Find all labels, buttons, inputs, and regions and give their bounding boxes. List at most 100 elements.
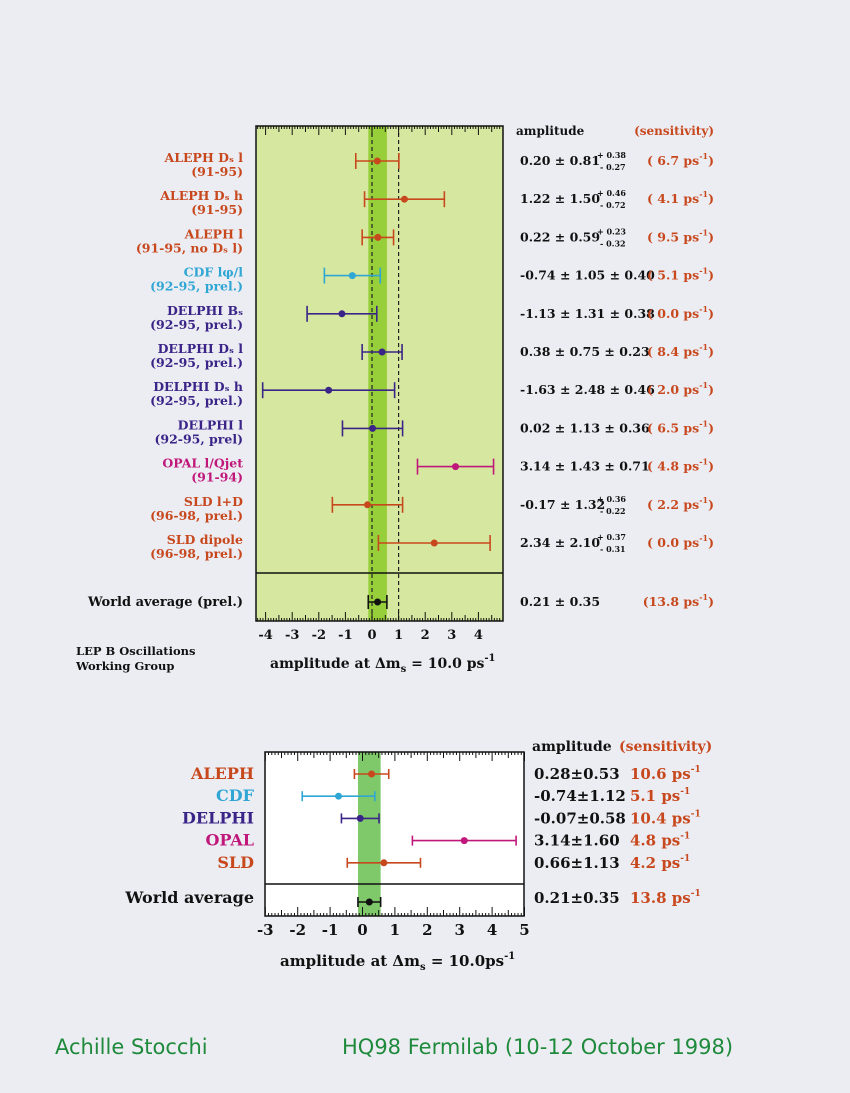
chart1-row-sublabel: (92-95, prel): [154, 431, 243, 446]
chart2-tick-label: -3: [257, 921, 274, 939]
chart1-row-sublabel: (92-95, prel.): [150, 393, 243, 408]
chart2-plot-area: [265, 752, 524, 916]
chart1-row-label: OPAL l/Qjet: [162, 456, 243, 471]
chart2-tick-label: 1: [390, 921, 400, 939]
chart1-row-label: SLD dipole: [167, 532, 243, 547]
chart2-row-0: [353, 769, 390, 779]
chart1-row-label: DELPHI Dₛ h: [153, 379, 243, 394]
chart1-row-sensitivity: ( 0.0 ps-1): [647, 304, 714, 321]
chart1-tick-label: 0: [367, 628, 376, 643]
chart1-row-amplitude: 1.22 ± 1.50: [520, 191, 600, 206]
chart1-x-axis-label: amplitude at Δms = 10.0 ps-1: [270, 653, 496, 675]
chart1-row-label: DELPHI l: [178, 417, 244, 432]
chart1-row-sensitivity: ( 4.1 ps-1): [647, 189, 714, 206]
chart1-row-5-point: [378, 348, 386, 356]
chart1-row-sensitivity: ( 2.0 ps-1): [647, 380, 714, 397]
chart1-row-amplitude: 0.38 ± 0.75 ± 0.23: [520, 344, 650, 359]
chart1-tick-label: 2: [421, 628, 430, 643]
chart2-row-amplitude: -0.07±0.58: [534, 809, 626, 827]
upper-amplitude-chart: -4 -3 -2 -1 0 1 2 3 4 amplitude (sensitivity) ALEPH…: [75, 124, 714, 675]
chart1-row-label: SLD l+D: [184, 494, 243, 509]
chart1-row-7-point: [369, 424, 377, 432]
chart1-row-sublabel: (96-98, prel.): [150, 508, 243, 523]
chart1-row-sublabel: (91-95): [191, 164, 243, 179]
chart2-header-sensitivity: (sensitivity): [619, 739, 712, 755]
chart2-row-2: [340, 813, 380, 824]
chart2-row-sensitivity: 10.4 ps-1: [630, 809, 701, 827]
chart1-row-4-point: [338, 310, 346, 318]
chart1-ticks: [257, 126, 501, 621]
chart1-row-6-point: [325, 386, 333, 394]
chart1-row-sensitivity: ( 2.2 ps-1): [647, 495, 714, 512]
chart2-tick-label: -2: [289, 921, 306, 939]
chart1-row-sensitivity: ( 6.7 ps-1): [647, 151, 714, 168]
chart1-row-6: [261, 382, 396, 399]
chart2-row-amplitude: 3.14±1.60: [534, 832, 620, 850]
chart2-row-2-point: [356, 814, 364, 822]
chart2-ticks: [264, 752, 525, 916]
chart1-average-label: World average (prel.): [87, 595, 243, 610]
chart2-row-label: SLD: [217, 853, 254, 872]
chart1-row-4: [306, 305, 378, 322]
chart2-average-point: [365, 898, 373, 906]
chart1-row-3: [323, 267, 382, 284]
chart2-x-axis-label: amplitude at Δms = 10.0ps-1: [280, 951, 515, 973]
chart1-tick-label: 4: [474, 628, 483, 643]
chart1-average-point: [374, 598, 382, 606]
chart1-row-amplitude: 0.20 ± 0.81: [520, 153, 600, 168]
chart1-row-5: [361, 344, 403, 360]
chart2-average-amplitude: 0.21±0.35: [534, 889, 620, 907]
chart1-row-amplitude: -0.17 ± 1.32: [520, 497, 605, 512]
chart1-tick-label: -2: [312, 628, 326, 643]
chart2-average-label: World average: [124, 888, 254, 907]
chart1-row-syst-down: - 0.72: [600, 200, 626, 210]
chart1-row-sublabel: (92-95, prel.): [150, 355, 243, 370]
chart1-row-sublabel: (92-95, prel.): [150, 317, 243, 332]
chart2-row-label: OPAL: [206, 831, 254, 850]
chart2-row-sensitivity: 4.2 ps-1: [630, 854, 690, 872]
chart1-row-2-point: [374, 233, 382, 241]
chart1-tick-label: 1: [394, 628, 403, 643]
chart2-row-4: [346, 857, 422, 868]
chart1-row-syst-up: + 0.46: [597, 188, 626, 198]
chart1-row-0: [354, 153, 400, 169]
chart1-row-amplitude: -1.13 ± 1.31 ± 0.38: [520, 306, 655, 321]
chart2-row-amplitude: 0.66±1.13: [534, 854, 620, 872]
chart1-row-syst-down: - 0.27: [600, 162, 626, 172]
chart1-row-8-point: [452, 463, 460, 471]
chart2-tick-label: 4: [487, 921, 497, 939]
chart2-row-label: CDF: [216, 786, 255, 805]
chart1-row-amplitude: 0.02 ± 1.13 ± 0.36: [520, 420, 650, 435]
chart1-row-2: [361, 229, 395, 246]
chart1-row-9: [331, 496, 404, 513]
chart1-row-1-point: [400, 195, 408, 203]
chart1-row-sensitivity: ( 5.1 ps-1): [647, 266, 714, 283]
chart1-row-amplitude: -1.63 ± 2.48 ± 0.46: [520, 382, 655, 397]
chart1-header-amplitude: amplitude: [516, 124, 585, 138]
chart1-row-label: DELPHI Dₛ l: [158, 341, 244, 356]
chart2-row-1: [301, 791, 376, 802]
chart2-row-label: ALEPH: [190, 764, 254, 783]
chart1-row-sensitivity: ( 4.8 ps-1): [647, 457, 714, 474]
chart1-average-amplitude: 0.21 ± 0.35: [520, 594, 600, 609]
chart2-tick-label: 2: [422, 921, 432, 939]
chart1-row-label: DELPHI Bₛ: [167, 303, 243, 318]
chart1-row-syst-up: + 0.37: [597, 532, 626, 542]
chart1-row-label: ALEPH Dₛ l: [164, 150, 244, 165]
chart1-row-sublabel: (91-94): [191, 470, 243, 485]
chart1-row-syst-down: - 0.22: [600, 506, 626, 516]
chart1-row-10-point: [430, 539, 438, 547]
chart1-row-label: CDF lφ/l: [184, 265, 244, 280]
chart2-header-amplitude: amplitude: [532, 739, 612, 755]
chart1-row-label: ALEPH l: [184, 226, 244, 241]
chart1-tick-label: -3: [285, 628, 299, 643]
chart2-row-sensitivity: 4.8 ps-1: [630, 832, 690, 850]
chart1-average-band: [368, 126, 387, 621]
chart1-row-syst-up: + 0.36: [597, 494, 626, 504]
chart1-row-amplitude: 2.34 ± 2.10: [520, 535, 600, 550]
chart1-row-sublabel: (91-95, no Dₛ l): [136, 240, 243, 255]
chart1-row-8: [416, 458, 495, 475]
chart2-tick-label: 5: [519, 921, 529, 939]
chart2-row-1-point: [335, 792, 343, 800]
